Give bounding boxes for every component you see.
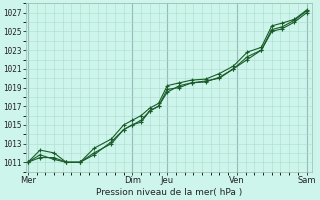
X-axis label: Pression niveau de la mer( hPa ): Pression niveau de la mer( hPa ) (96, 188, 242, 197)
